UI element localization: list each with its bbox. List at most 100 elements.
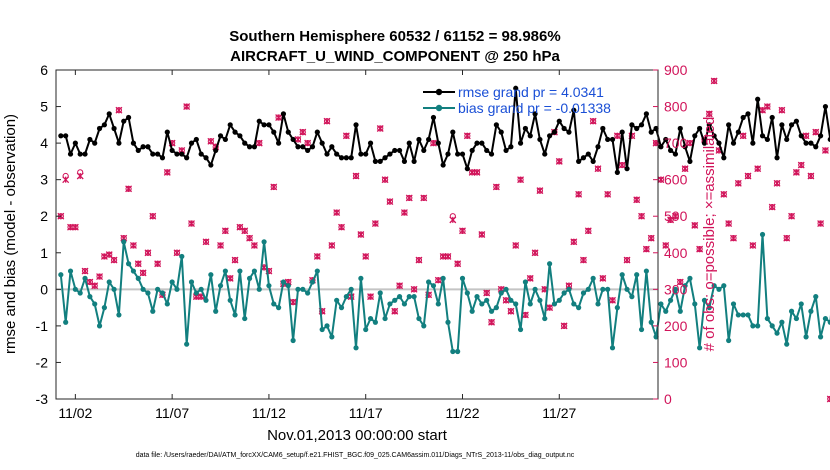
bias-point xyxy=(469,308,475,314)
rmse-point xyxy=(179,151,185,157)
bias-point xyxy=(692,301,698,307)
bias-point xyxy=(421,323,427,329)
bias-point xyxy=(314,268,320,274)
obs-assimilated-marker xyxy=(749,242,757,249)
bias-point xyxy=(459,275,466,281)
y2-tick-label: 500 xyxy=(664,208,688,224)
obs-assimilated-marker xyxy=(642,245,650,253)
bias-point xyxy=(537,297,543,303)
bias-point xyxy=(363,326,369,333)
obs-assimilated-marker xyxy=(580,256,587,264)
rmse-point xyxy=(111,125,117,132)
bias-point xyxy=(711,283,717,289)
obs-assimilated-marker xyxy=(96,273,104,280)
rmse-point xyxy=(469,147,475,154)
x-axis-ticks: 11/02 11/07 11/12 11/17 11/22 11/27 xyxy=(58,70,576,421)
rmse-point xyxy=(605,136,611,143)
rmse-point xyxy=(484,147,490,154)
obs-assimilated-marker xyxy=(250,242,258,249)
bias-point xyxy=(440,275,446,281)
obs-assimilated-marker xyxy=(560,322,568,330)
rmse-point xyxy=(261,122,267,128)
rmse-point xyxy=(716,140,722,146)
y-tick-label: 6 xyxy=(40,62,48,78)
bias-point xyxy=(687,275,693,281)
obs-assimilated-marker xyxy=(555,157,563,165)
legend-bias-marker xyxy=(435,104,443,112)
rmse-point xyxy=(329,144,335,150)
obs-assimilated-marker xyxy=(221,227,229,235)
rmse-point xyxy=(682,144,688,150)
x-tick-label: 11/17 xyxy=(349,405,383,421)
rmse-point xyxy=(251,144,258,150)
y2-tick-label: 300 xyxy=(664,281,688,297)
bias-point xyxy=(498,290,504,296)
bias-point xyxy=(411,294,417,300)
rmse-point xyxy=(827,136,830,143)
bias-point xyxy=(663,308,669,314)
bias-point xyxy=(672,286,679,292)
bias-point xyxy=(396,294,403,300)
bias-point xyxy=(213,308,219,314)
bias-point xyxy=(609,345,616,351)
obs-assimilated-marker xyxy=(459,227,466,235)
obs-assimilated-marker xyxy=(575,190,583,198)
bias-point xyxy=(150,308,156,314)
rmse-point xyxy=(576,158,582,164)
obs-assimilated-marker xyxy=(134,260,142,268)
bias-point xyxy=(585,286,591,292)
bias-point xyxy=(590,275,596,281)
rmse-point xyxy=(566,129,572,135)
bias-point xyxy=(416,315,422,322)
obs-assimilated-marker xyxy=(357,231,365,238)
bias-point xyxy=(155,286,161,292)
rmse-point xyxy=(135,147,141,154)
bias-point xyxy=(77,290,83,296)
y-tick-label: 5 xyxy=(40,99,48,115)
rmse-point xyxy=(440,162,446,168)
rmse-point xyxy=(735,129,741,135)
bias-point xyxy=(140,286,146,292)
rmse-point xyxy=(624,166,630,172)
rmse-point xyxy=(256,118,262,124)
bias-point xyxy=(159,290,166,296)
bias-point xyxy=(648,319,654,325)
obs-assimilated-marker xyxy=(739,132,747,140)
bias-point xyxy=(319,326,325,333)
rmse-point xyxy=(808,140,814,146)
obs-assimilated-marker xyxy=(730,234,737,242)
rmse-point xyxy=(721,155,727,161)
rmse-point xyxy=(638,122,645,128)
bias-point xyxy=(87,294,93,300)
obs-assimilated-marker xyxy=(231,256,239,264)
rmse-point xyxy=(764,136,770,143)
rmse-point xyxy=(150,151,156,157)
obs-assimilated-marker xyxy=(696,245,704,253)
bias-point xyxy=(779,319,785,325)
rmse-point xyxy=(217,133,224,139)
y-tick-label: -3 xyxy=(36,391,49,407)
bias-point xyxy=(348,286,354,292)
rmse-point xyxy=(788,122,795,128)
rmse-point xyxy=(232,129,238,135)
obs-assimilated-marker xyxy=(91,282,99,290)
obs-assimilated-marker xyxy=(415,256,423,264)
bias-point xyxy=(72,286,78,292)
bias-point xyxy=(566,286,572,292)
obs-assimilated-marker xyxy=(255,139,263,147)
bias-point xyxy=(203,297,209,303)
rmse-point xyxy=(547,133,553,139)
x-axis-label: Nov.01,2013 00:00:00 start xyxy=(267,427,448,444)
bias-point xyxy=(474,294,480,300)
rmse-point xyxy=(145,144,151,150)
rmse-point xyxy=(503,147,509,154)
obs-possible-marker xyxy=(827,395,830,403)
obs-assimilated-marker xyxy=(449,216,457,224)
bias-point xyxy=(82,275,88,281)
bias-point xyxy=(358,275,364,281)
bias-point xyxy=(450,348,456,355)
bias-point xyxy=(184,341,190,347)
obs-assimilated-marker xyxy=(705,110,713,118)
bias-point xyxy=(58,272,64,278)
y-tick-label: 4 xyxy=(40,135,48,151)
